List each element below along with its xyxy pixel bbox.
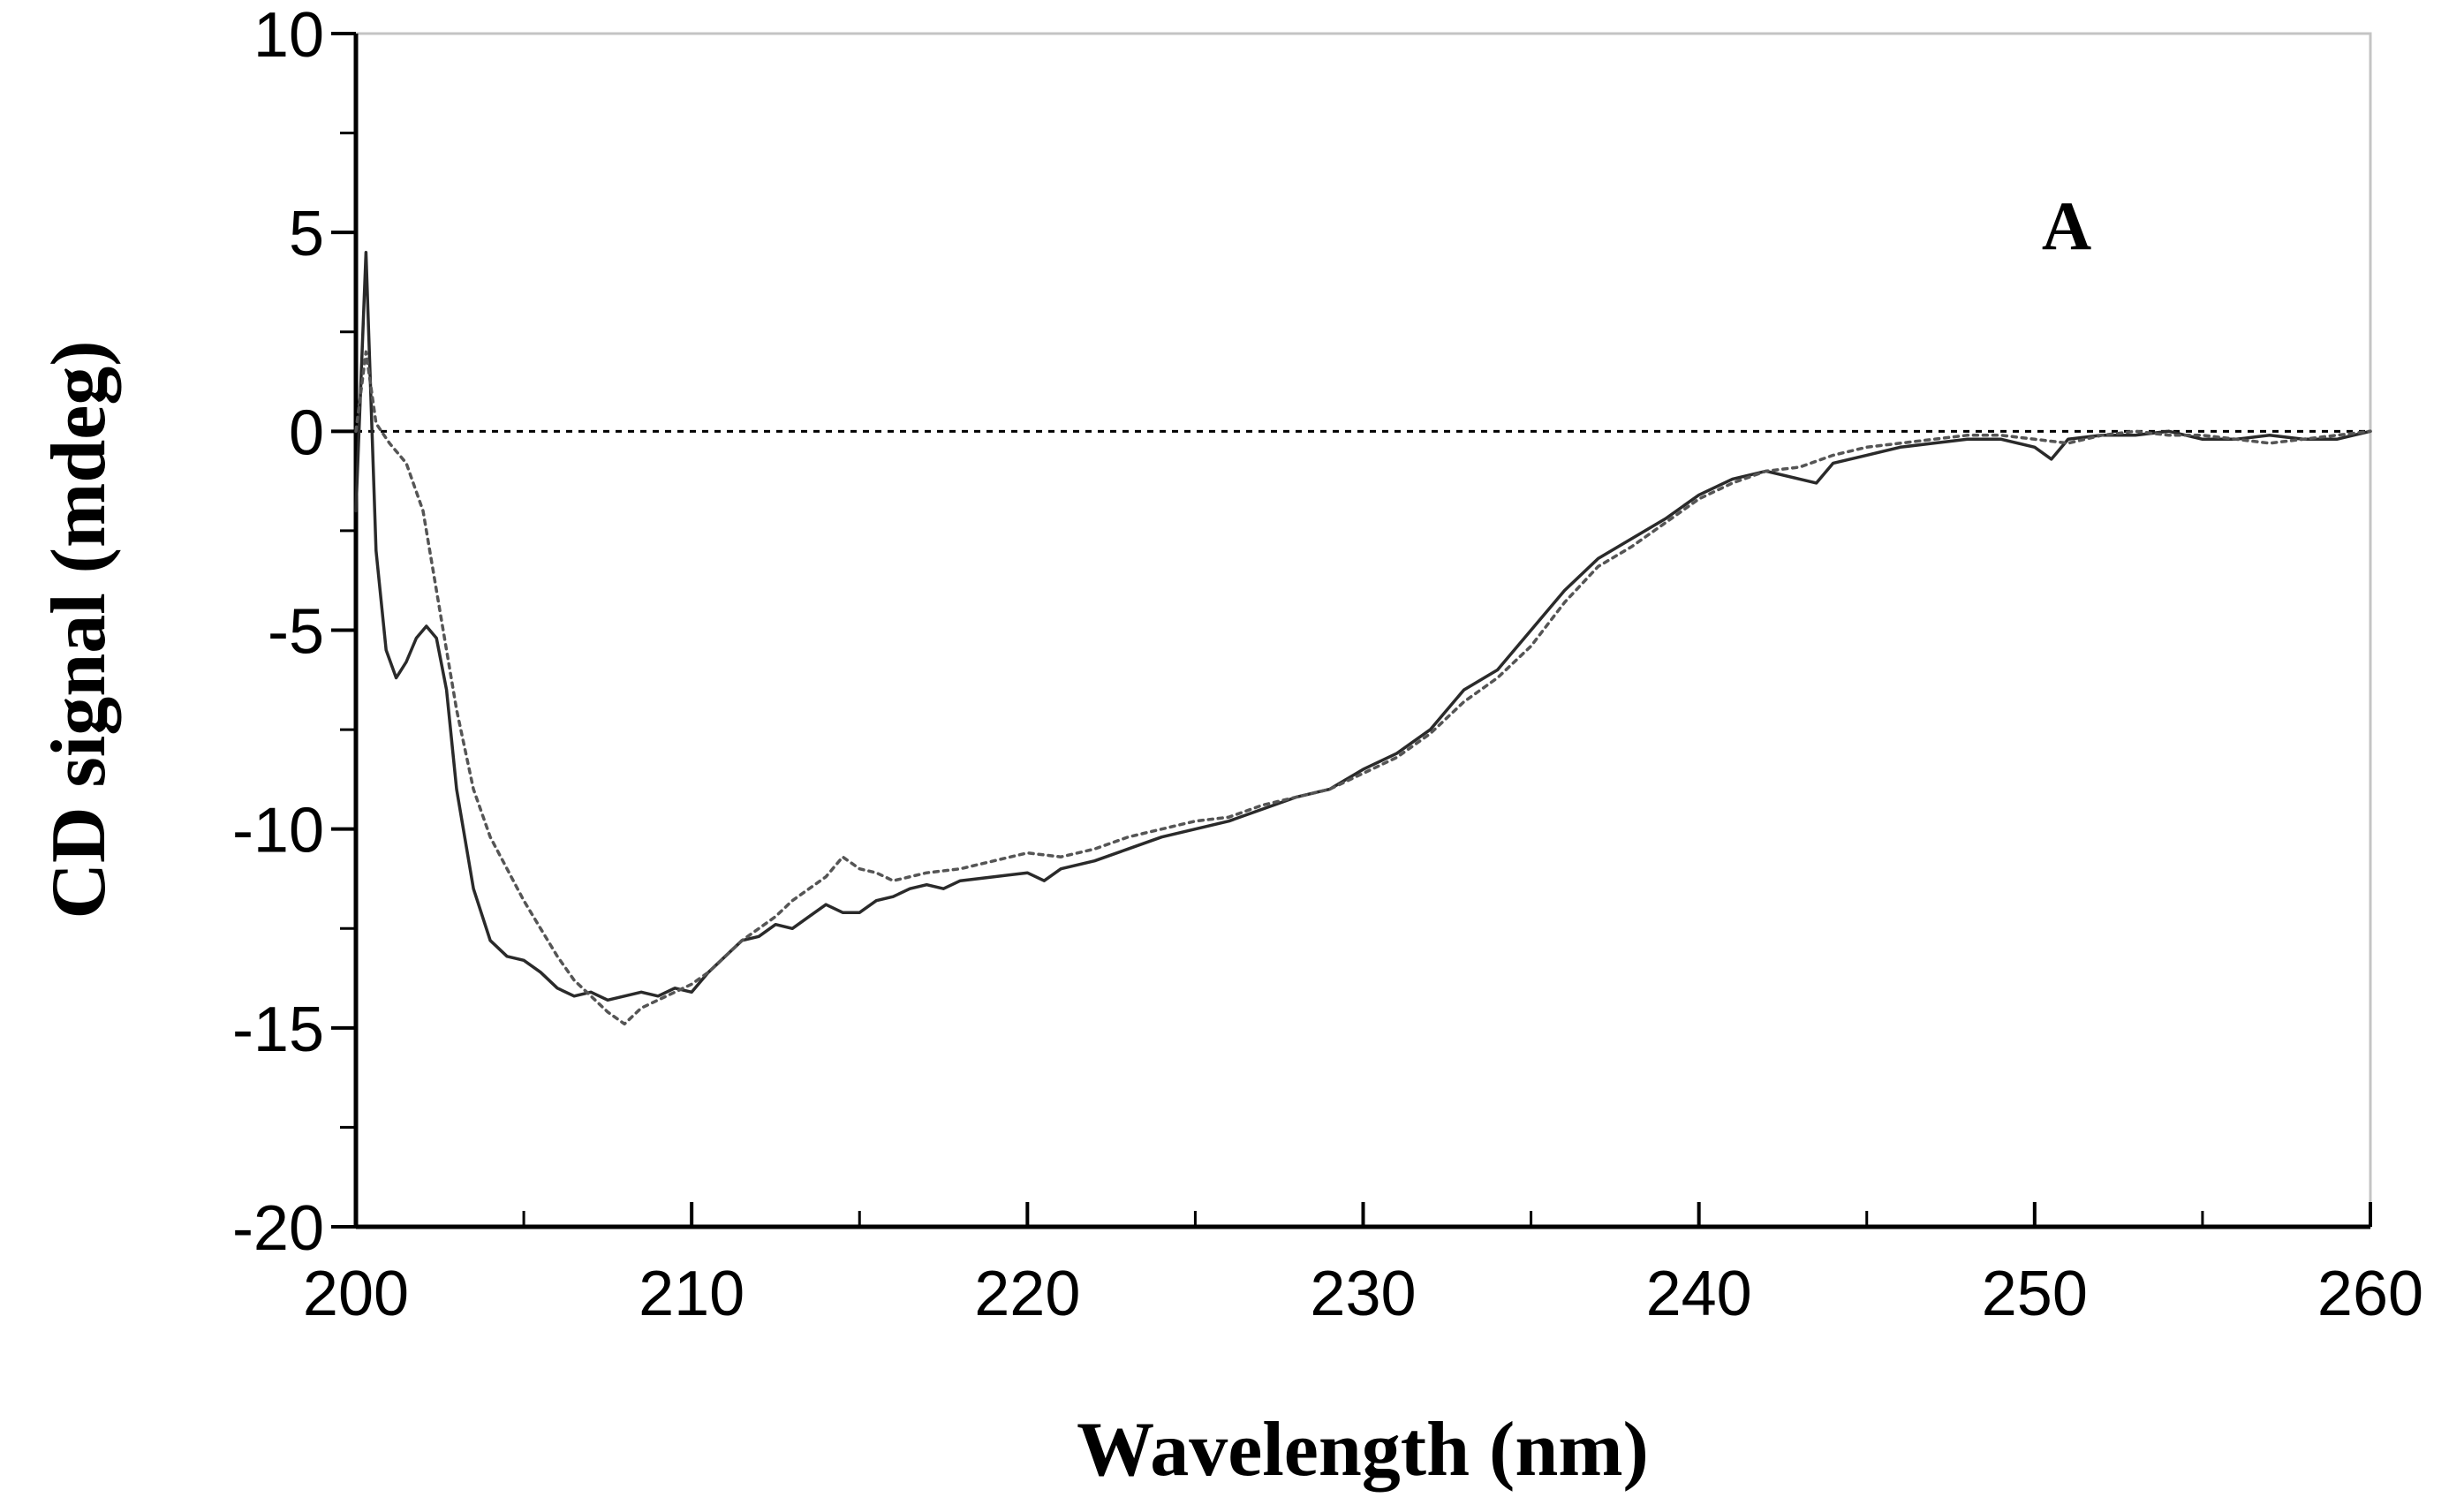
x-tick-label: 230 — [1310, 1259, 1416, 1329]
x-tick-label: 260 — [2317, 1259, 2423, 1329]
y-ticks: 10 5 0 -5 -10 -15 -20 — [232, 0, 356, 1264]
y-tick-label: -20 — [232, 1193, 324, 1264]
y-tick-label: 10 — [253, 0, 324, 71]
y-tick-label: -5 — [268, 597, 324, 668]
x-tick-label: 220 — [974, 1259, 1080, 1329]
y-tick-label: -15 — [232, 995, 324, 1065]
series-line-1 — [354, 250, 2372, 1002]
series-line-2 — [354, 350, 2372, 1026]
x-tick-label: 240 — [1646, 1259, 1752, 1329]
x-tick-label: 250 — [1982, 1259, 2088, 1329]
y-axis-title: CD signal (mdeg) — [36, 340, 122, 919]
series-layer — [354, 250, 2372, 1026]
x-tick-label: 200 — [303, 1259, 409, 1329]
x-axis-title: Wavelength (nm) — [1077, 1407, 1649, 1493]
y-tick-label: 5 — [289, 199, 324, 269]
x-tick-label: 210 — [639, 1259, 744, 1329]
panel-label: A — [2042, 187, 2091, 264]
y-tick-label: 0 — [289, 397, 324, 468]
y-tick-label: -10 — [232, 796, 324, 866]
x-ticks: 200 210 220 230 240 250 260 — [303, 1202, 2423, 1329]
